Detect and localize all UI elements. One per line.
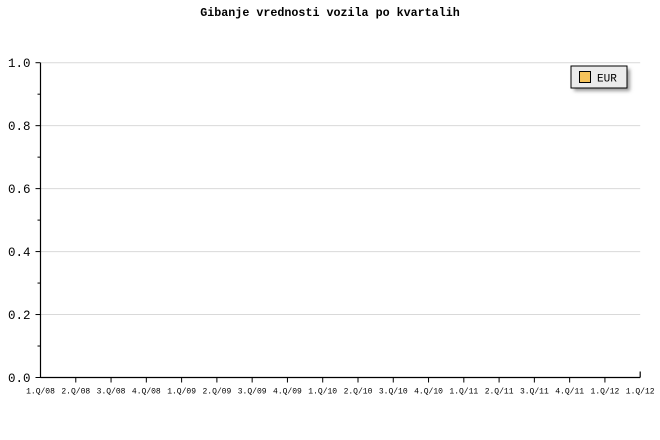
svg-text:2.Q/11: 2.Q/11 (485, 388, 514, 397)
svg-text:3.Q/10: 3.Q/10 (379, 388, 408, 397)
svg-text:0.2: 0.2 (8, 309, 31, 323)
svg-text:4.Q/08: 4.Q/08 (132, 388, 161, 397)
svg-text:2.Q/10: 2.Q/10 (344, 388, 373, 397)
svg-text:3.Q/11: 3.Q/11 (520, 388, 549, 397)
svg-text:1.Q/12: 1.Q/12 (626, 388, 655, 397)
svg-text:1.Q/12: 1.Q/12 (591, 388, 620, 397)
svg-text:0.8: 0.8 (8, 120, 31, 134)
svg-text:0.4: 0.4 (8, 246, 31, 260)
svg-text:3.Q/08: 3.Q/08 (97, 388, 126, 397)
svg-text:3.Q/09: 3.Q/09 (238, 388, 267, 397)
svg-text:0.6: 0.6 (8, 183, 31, 197)
svg-text:1.Q/09: 1.Q/09 (167, 388, 196, 397)
svg-text:1.Q/11: 1.Q/11 (449, 388, 478, 397)
svg-text:2.Q/09: 2.Q/09 (202, 388, 231, 397)
svg-text:0.0: 0.0 (8, 372, 31, 386)
svg-text:2.Q/08: 2.Q/08 (61, 388, 90, 397)
svg-text:1.Q/10: 1.Q/10 (308, 388, 337, 397)
svg-text:4.Q/11: 4.Q/11 (555, 388, 584, 397)
svg-text:4.Q/10: 4.Q/10 (414, 388, 443, 397)
svg-text:EUR: EUR (597, 74, 617, 86)
svg-text:4.Q/09: 4.Q/09 (273, 388, 302, 397)
svg-text:1.0: 1.0 (8, 57, 31, 71)
svg-text:1.Q/08: 1.Q/08 (26, 388, 55, 397)
